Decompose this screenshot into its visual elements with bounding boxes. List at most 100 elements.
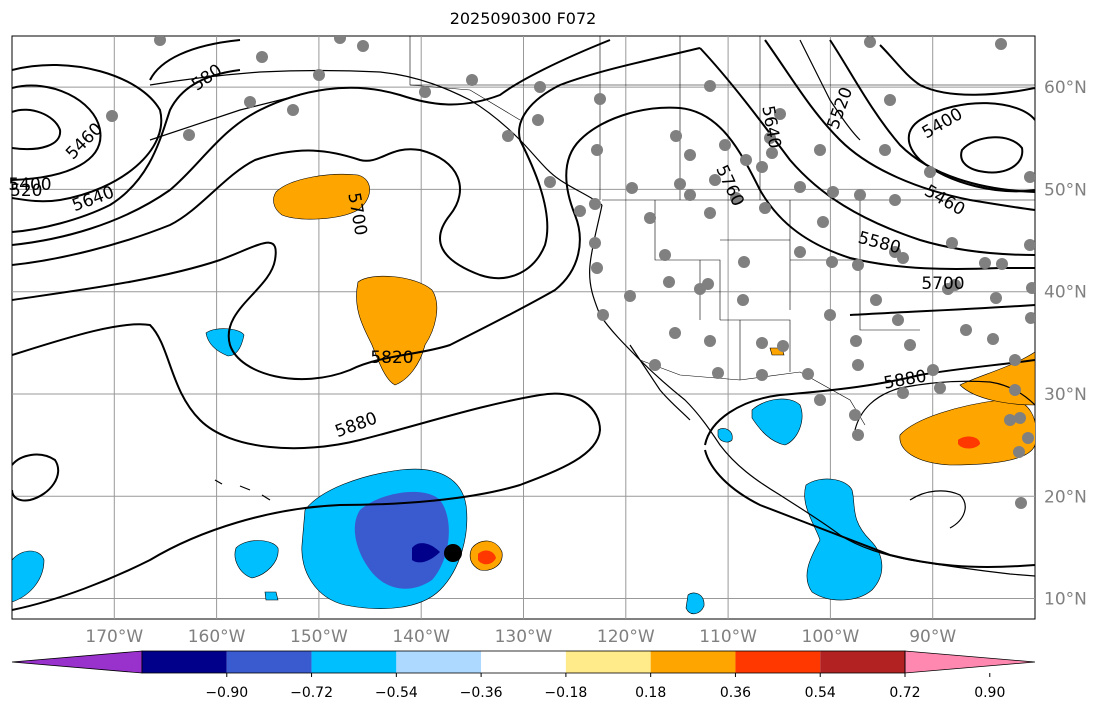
station-marker [852,359,864,371]
colorbar [11,650,1036,674]
station-marker [864,36,876,48]
station-marker [1015,497,1027,509]
station-marker [852,259,864,271]
colorbar-tick-label: −0.72 [290,685,333,701]
neg-anomaly-region [717,428,733,443]
station-marker [1014,412,1026,424]
contour-label: 5700 [921,274,964,294]
contour-5400-west [12,108,62,151]
contour-5760 [12,106,1035,381]
pos-anomaly-region-strong [478,550,496,565]
colorbar-tick-label: 0.18 [635,685,666,701]
station-marker [684,149,696,161]
contour-label: 520 [10,181,42,201]
latitude-tick-label: 20°N [1044,487,1087,507]
station-marker [756,337,768,349]
latitude-tick-label: 50°N [1044,180,1087,200]
station-marker [334,36,346,44]
contour-5580-1 [12,39,241,233]
alaska-coastline [149,69,603,206]
colorbar-tick-label: −0.54 [375,685,418,701]
station-marker [738,256,750,268]
pos-anomaly-region [899,399,1035,466]
colorbar-segment [226,651,312,673]
station-marker [827,186,839,198]
station-marker [1024,171,1035,183]
station-marker [854,189,866,201]
station-marker [904,339,916,351]
pos-anomaly-region-strong [958,436,980,449]
station-marker [589,237,601,249]
latitude-tick-label: 30°N [1044,385,1087,405]
station-marker [870,294,882,306]
colorbar-segment [481,651,566,673]
station-marker [990,292,1002,304]
contour-5900-ridge [879,44,1035,96]
colorbar-outline [141,650,906,674]
neg-anomaly-region [12,550,45,603]
station-marker [669,327,681,339]
station-marker [924,166,936,178]
contour-5820-east [849,304,1035,316]
longitude-tick-label: 130°W [495,627,553,647]
station-marker [794,181,806,193]
station-marker [644,212,656,224]
station-marker [995,38,1007,50]
storm-center-marker [444,544,462,562]
station-marker [106,110,118,122]
latitude-labels: 60°N 50°N 40°N 30°N 20°N 10°N [1044,78,1087,609]
station-marker [802,368,814,380]
contour-label: 5820 [370,348,413,368]
station-marker [684,189,696,201]
station-marker [534,81,546,93]
station-marker [764,132,776,144]
contour-5700 [12,47,701,280]
station-marker [794,246,806,258]
station-marker [1025,312,1035,324]
station-marker [849,409,861,421]
station-marker [574,205,586,217]
hawaii-islands [214,479,271,501]
colorbar-extend-high [904,650,1036,674]
station-marker [897,252,909,264]
colorbar-tick-label: −0.90 [205,685,248,701]
station-marker [704,335,716,347]
station-marker [737,294,749,306]
longitude-tick-label: 120°W [597,627,655,647]
contour-5340-east [960,136,1024,174]
contour-5820 [12,323,602,611]
station-marker [892,314,904,326]
station-marker [1026,282,1035,294]
station-marker [1004,414,1016,426]
longitude-tick-label: 100°W [802,627,860,647]
station-marker [766,147,778,159]
station-marker [817,216,829,228]
aleutian-coastline [149,94,301,141]
station-marker [597,309,609,321]
colorbar-segment [142,651,227,673]
station-marker [256,51,268,63]
station-marker [759,202,771,214]
colorbar-segment [650,651,736,673]
longitude-labels: 170°W 160°W 150°W 140°W 130°W 120°W 110°W 100°W… [85,627,956,647]
station-marker [1024,239,1035,251]
station-marker [624,290,636,302]
station-marker [740,154,752,166]
station-marker [756,161,768,173]
contour-5640 [12,39,611,246]
station-marker [659,249,671,261]
station-marker [709,174,721,186]
longitude-tick-label: 110°W [699,627,757,647]
colorbar-tick-label: 0.90 [974,685,1005,701]
longitude-tick-label: 150°W [290,627,348,647]
station-marker [756,369,768,381]
station-marker [730,192,742,204]
station-marker [712,367,724,379]
anomaly-shading [12,328,883,615]
station-marker [826,256,838,268]
contour-label: 5400 [8,175,51,195]
contour-5880-east [704,359,1035,568]
station-marker [850,335,862,347]
colorbar-tick-labels: −0.90 −0.72 −0.54 −0.36 −0.18 0.18 0.36 0.54 0.7… [205,673,1005,701]
station-marker [663,276,675,288]
